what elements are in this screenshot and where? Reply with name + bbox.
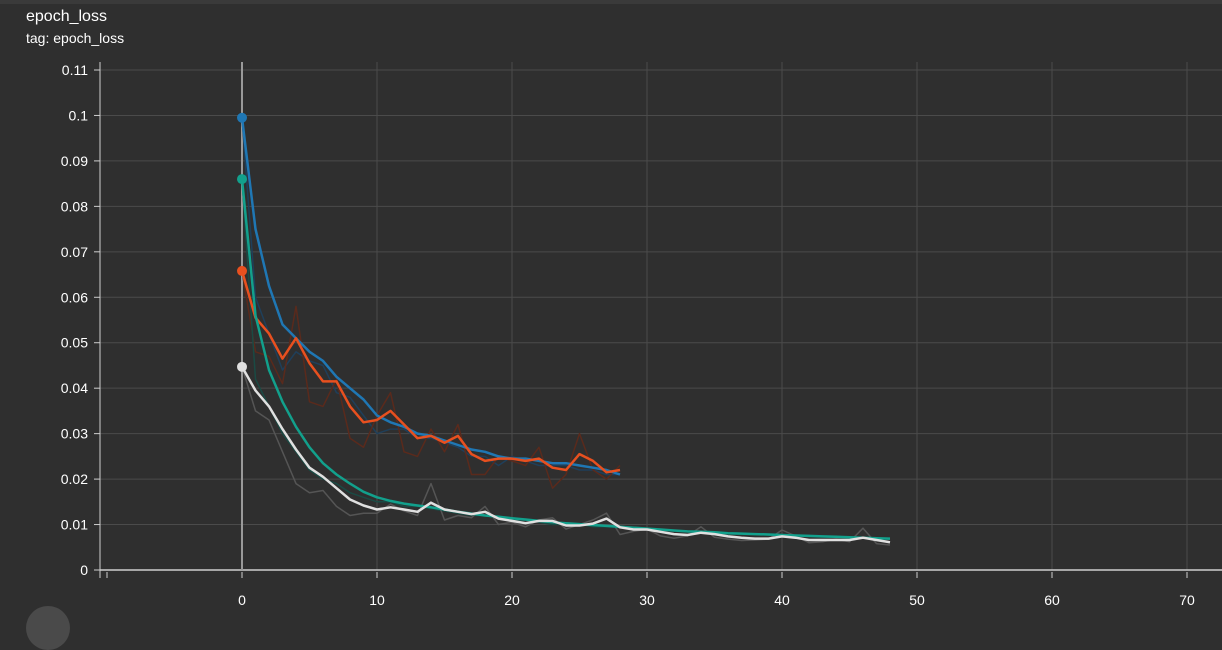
y-tick-label: 0.01 bbox=[61, 517, 88, 533]
series-3-line bbox=[240, 366, 891, 544]
series-3-raw-line bbox=[241, 366, 891, 546]
epoch-loss-chart[interactable]: 0 0.01 0.02 0.03 0.04 0.05 0.06 0.07 0.08 0.09 0.1… bbox=[0, 0, 1222, 617]
y-tick-label: 0.03 bbox=[61, 426, 88, 442]
x-tick-label: 10 bbox=[369, 592, 385, 608]
series-1-raw-line bbox=[241, 270, 621, 489]
y-tick-label: 0.07 bbox=[61, 244, 88, 260]
series-1-start-point bbox=[237, 265, 247, 276]
corner-widget[interactable] bbox=[26, 606, 70, 650]
x-tick-label: 40 bbox=[774, 592, 790, 608]
x-tick-label: 20 bbox=[504, 592, 520, 608]
card-top-rule bbox=[0, 0, 1222, 4]
x-tick-label: 0 bbox=[238, 592, 246, 608]
x-tick-label: 50 bbox=[909, 592, 925, 608]
y-tick-label: 0.06 bbox=[61, 289, 88, 305]
series-2-line bbox=[240, 178, 891, 540]
card-tag: tag: epoch_loss bbox=[26, 30, 125, 46]
series-2-start-point bbox=[237, 174, 247, 185]
series-3-start-point bbox=[237, 361, 247, 372]
x-tick-label: 30 bbox=[639, 592, 655, 608]
series-0-raw-line bbox=[241, 117, 620, 476]
y-tick-label: 0.05 bbox=[61, 335, 88, 351]
series-1-line bbox=[240, 270, 621, 474]
x-tick-label: 70 bbox=[1179, 592, 1195, 608]
x-tick-label: 60 bbox=[1044, 592, 1060, 608]
y-tick-label: 0.1 bbox=[69, 107, 89, 123]
y-tick-label: 0.11 bbox=[62, 62, 88, 78]
y-tick-label: 0.04 bbox=[61, 380, 88, 396]
y-tick-label: 0 bbox=[80, 562, 88, 578]
series-2-raw-line bbox=[241, 179, 891, 540]
series-0-start-point bbox=[237, 112, 247, 123]
series-0-line bbox=[240, 117, 621, 476]
y-tick-label: 0.02 bbox=[61, 471, 88, 487]
y-tick-label: 0.08 bbox=[61, 198, 88, 214]
card-title: epoch_loss bbox=[26, 8, 107, 25]
y-tick-label: 0.09 bbox=[61, 153, 88, 169]
